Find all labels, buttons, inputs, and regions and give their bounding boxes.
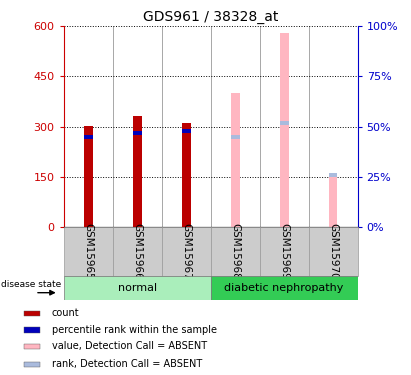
Text: rank, Detection Call = ABSENT: rank, Detection Call = ABSENT	[52, 360, 202, 369]
Text: GSM15966: GSM15966	[132, 223, 142, 280]
Bar	[64, 227, 113, 276]
Bar	[231, 135, 240, 139]
Text: normal: normal	[118, 283, 157, 293]
Bar	[280, 33, 289, 227]
Bar	[211, 227, 260, 276]
Text: percentile rank within the sample: percentile rank within the sample	[52, 325, 217, 335]
Bar	[64, 276, 210, 300]
Bar	[24, 327, 40, 333]
Text: value, Detection Call = ABSENT: value, Detection Call = ABSENT	[52, 342, 207, 351]
Bar	[309, 227, 358, 276]
Bar	[260, 227, 309, 276]
Text: GSM15969: GSM15969	[279, 223, 289, 280]
Bar	[280, 120, 289, 124]
Text: count: count	[52, 309, 79, 318]
Bar	[133, 116, 141, 227]
Text: GSM15965: GSM15965	[83, 223, 93, 280]
Bar	[24, 362, 40, 367]
Text: disease state: disease state	[1, 280, 62, 289]
Text: diabetic nephropathy: diabetic nephropathy	[224, 283, 344, 293]
Bar	[211, 276, 358, 300]
Bar	[231, 93, 240, 227]
Bar	[84, 126, 92, 227]
Bar	[133, 130, 141, 135]
Bar	[329, 177, 337, 227]
Bar	[182, 129, 191, 133]
Bar	[162, 227, 211, 276]
Bar	[113, 227, 162, 276]
Text: GSM15967: GSM15967	[181, 223, 191, 280]
Bar	[84, 135, 92, 139]
Text: GSM15970: GSM15970	[328, 223, 338, 280]
Title: GDS961 / 38328_at: GDS961 / 38328_at	[143, 10, 278, 24]
Text: GSM15968: GSM15968	[230, 223, 240, 280]
Bar	[24, 344, 40, 349]
Bar	[24, 311, 40, 316]
Bar	[329, 173, 337, 177]
Bar	[182, 123, 191, 227]
